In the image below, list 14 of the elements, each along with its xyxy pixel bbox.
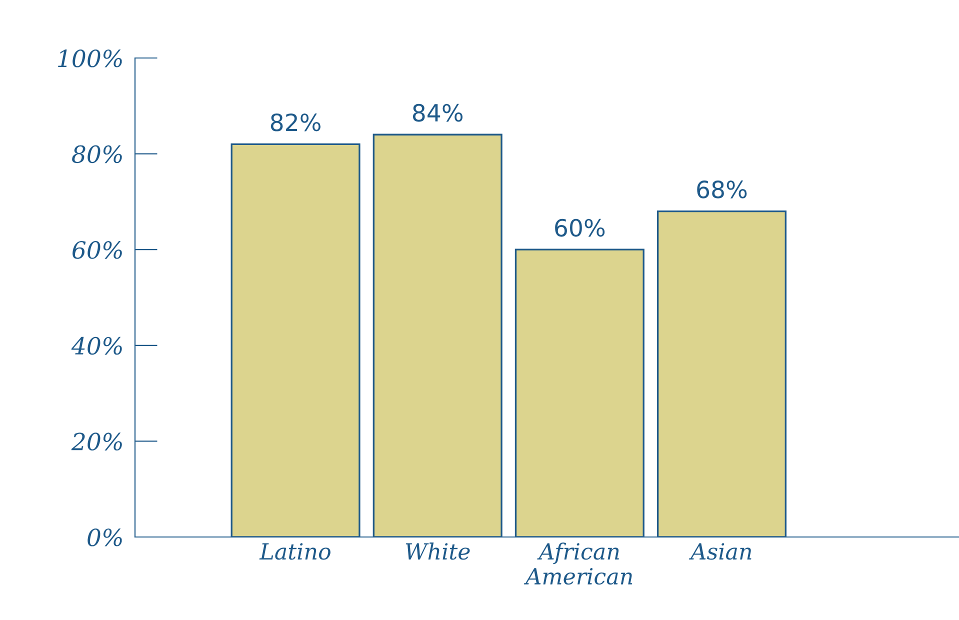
x-tick-label: Latino <box>259 543 330 560</box>
data-label: 84% <box>412 104 463 122</box>
x-tick-label: African American <box>524 542 632 585</box>
y-tick-label: 40% <box>71 336 122 355</box>
data-label: 82% <box>270 113 320 132</box>
data-label: 60% <box>555 218 605 237</box>
x-tick-label: White <box>406 542 470 560</box>
y-tick-label: 80% <box>72 145 122 164</box>
y-tick-label: 0% <box>88 528 122 546</box>
y-tick-label: 60% <box>72 241 122 259</box>
y-tick-label: 20% <box>71 432 122 451</box>
x-tick-label: Asian <box>688 543 752 560</box>
y-tick-label: 100% <box>58 49 122 68</box>
data-label: 68% <box>697 180 747 198</box>
